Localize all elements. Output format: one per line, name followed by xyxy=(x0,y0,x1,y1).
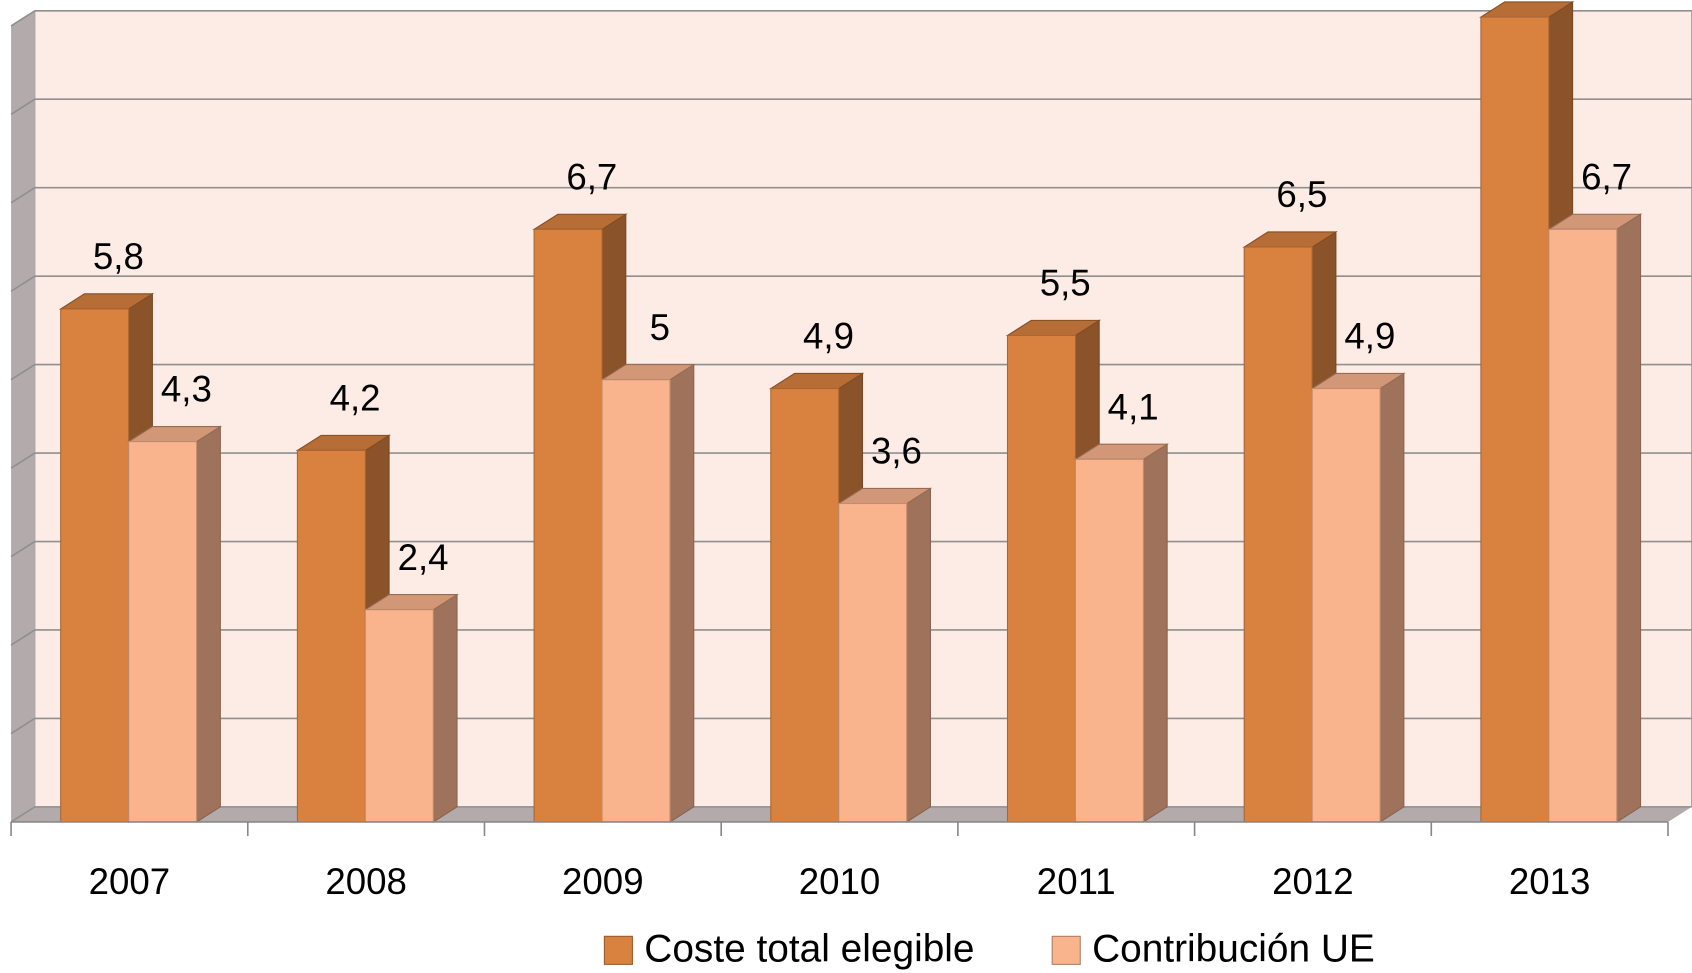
bar-front xyxy=(1480,16,1550,823)
value-label: 4,2 xyxy=(330,378,381,419)
grid-side xyxy=(10,806,36,823)
bar-side xyxy=(1379,372,1405,823)
grid-side xyxy=(10,187,36,204)
grid-side xyxy=(10,98,36,116)
value-label: 4,9 xyxy=(803,316,854,357)
bars xyxy=(58,0,1643,823)
bar-front xyxy=(364,609,434,823)
side-wall xyxy=(11,10,35,822)
bar-side xyxy=(1616,213,1642,823)
grid-side xyxy=(10,629,36,646)
value-label: 6,7 xyxy=(566,156,617,197)
x-tick-label: 2011 xyxy=(1037,861,1116,902)
value-label: 5,5 xyxy=(1040,263,1091,304)
bar-front xyxy=(1074,458,1144,823)
x-tick-label: 2008 xyxy=(325,861,407,902)
value-label: 4,9 xyxy=(1344,316,1395,357)
bar xyxy=(295,434,391,823)
value-label: 6,5 xyxy=(1276,174,1327,215)
grid-side xyxy=(10,717,36,735)
grid-side xyxy=(10,452,36,469)
value-label: 3,6 xyxy=(871,431,922,472)
bar-front xyxy=(1006,334,1076,823)
x-tick-label: 2009 xyxy=(562,861,644,902)
bar-side xyxy=(669,363,695,823)
x-tick-label: 2012 xyxy=(1272,861,1354,902)
bar-side xyxy=(432,593,458,823)
value-label: 5 xyxy=(650,307,670,348)
bar-front xyxy=(1311,388,1381,823)
bar xyxy=(836,487,933,823)
value-label: 5,8 xyxy=(93,236,144,277)
bar xyxy=(1547,213,1643,823)
x-tick-label: 2007 xyxy=(89,861,171,902)
legend-swatch xyxy=(1051,935,1081,965)
bar xyxy=(363,593,459,823)
value-label: 2,4 xyxy=(398,537,449,578)
bar xyxy=(1310,372,1406,823)
bar-front xyxy=(1548,228,1618,823)
bar-side xyxy=(196,425,221,823)
bar-front xyxy=(770,388,840,823)
value-label: 4,1 xyxy=(1108,386,1159,427)
legend-swatch xyxy=(603,935,633,965)
bar-front xyxy=(128,441,198,823)
grid-side xyxy=(10,363,36,381)
bar-front xyxy=(533,228,603,823)
x-tick-label: 2013 xyxy=(1509,861,1591,902)
bar xyxy=(126,425,223,823)
value-label: 4,3 xyxy=(161,369,212,410)
labels: 2007 5,8 4,3 2008 4,2 2,4 2009 6,7 5 2010 4,9 3,6 20… xyxy=(89,156,1632,971)
bar-front xyxy=(838,503,908,823)
bar-front xyxy=(1243,246,1313,823)
value-label: 6,7 xyxy=(1581,156,1632,197)
legend-label: Contribución UE xyxy=(1092,928,1375,971)
bar-front xyxy=(296,449,366,823)
bar xyxy=(1073,443,1170,823)
grid-side xyxy=(10,275,36,292)
bar-side xyxy=(1142,443,1168,823)
bar-front xyxy=(601,379,671,823)
bar-side xyxy=(906,487,931,823)
bar-front xyxy=(60,308,130,823)
bar xyxy=(600,363,696,823)
grid-side xyxy=(10,10,36,27)
grid-side xyxy=(10,540,36,558)
x-tick-label: 2010 xyxy=(799,861,881,902)
legend-label: Coste total elegible xyxy=(644,928,974,971)
